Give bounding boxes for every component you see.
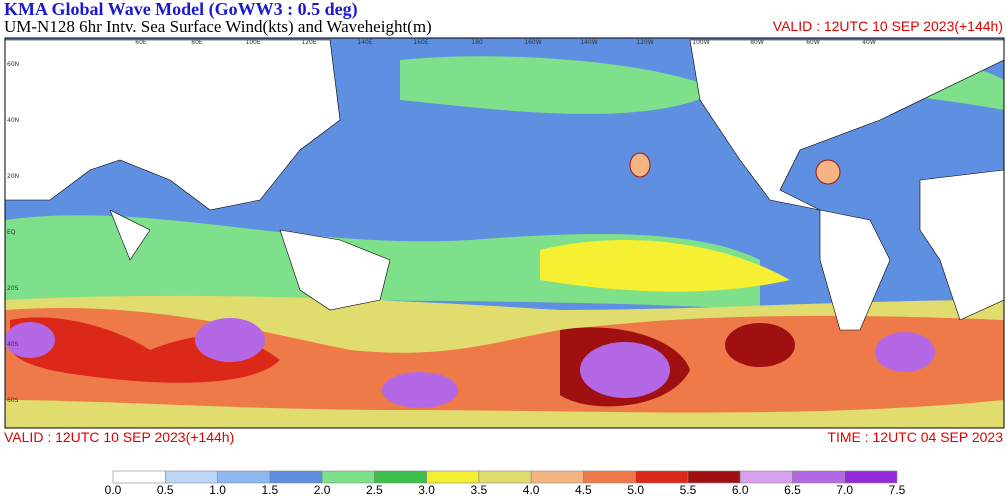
colorbar-label: 6.0	[732, 483, 749, 496]
lat-label: 40N	[7, 117, 19, 124]
colorbar-label: 0.5	[157, 483, 174, 496]
lat-label: 20N	[7, 173, 19, 180]
colorbar-label: 1.0	[209, 483, 226, 496]
colorbar-box	[112, 470, 166, 484]
colorbar-box	[792, 470, 846, 484]
colorbar-label: 0.0	[105, 483, 122, 496]
lat-label: 20S	[7, 285, 19, 292]
lon-label: 100E	[245, 39, 260, 46]
colorbar-label: 1.5	[261, 483, 278, 496]
colorbar-box	[321, 470, 375, 484]
lat-label: EQ	[7, 229, 16, 236]
colorbar-box	[269, 470, 323, 484]
lon-label: 160W	[524, 39, 541, 46]
colorbar-box	[583, 470, 636, 484]
colorbar-label: 7.5	[889, 483, 906, 496]
colorbar-box	[374, 470, 427, 484]
colorbar-label: 2.5	[366, 483, 383, 496]
lat-label: 40S	[7, 341, 19, 348]
colorbar-box	[530, 470, 584, 484]
lon-label: 160E	[413, 39, 428, 46]
colorbar-box	[687, 470, 741, 484]
time-label: TIME : 12UTC 04 SEP 2023	[827, 429, 1003, 445]
lon-label: 100W	[692, 39, 709, 46]
colorbar-box	[426, 470, 480, 484]
colorbar-box	[164, 470, 218, 484]
colorbar-label: 7.0	[836, 483, 853, 496]
lat-label: 60S	[7, 397, 19, 404]
colorbar-box	[635, 470, 689, 484]
lon-label: 120W	[636, 39, 653, 46]
colorbar-box	[844, 470, 898, 484]
lon-label: 140E	[357, 39, 372, 46]
colorbar-label: 3.5	[471, 483, 488, 496]
lon-label: 40W	[862, 39, 876, 46]
lon-label: 60W	[806, 39, 820, 46]
map	[5, 38, 1004, 428]
lon-label: 140W	[580, 39, 597, 46]
colorbar-box	[478, 470, 532, 484]
colorbar-label: 5.5	[680, 483, 697, 496]
lon-label: 80E	[191, 39, 203, 46]
title: KMA Global Wave Model (GoWW3 : 0.5 deg)	[4, 0, 358, 20]
colorbar-box	[739, 470, 793, 484]
lon-label: 120E	[301, 39, 316, 46]
lon-label: 180	[471, 39, 483, 46]
lon-label: 80W	[750, 39, 764, 46]
valid-top: VALID : 12UTC 10 SEP 2023(+144h)	[773, 18, 1003, 34]
lon-label: 60E	[135, 39, 147, 46]
colorbar-label: 4.0	[523, 483, 540, 496]
colorbar-label: 5.0	[627, 483, 644, 496]
colorbar-box	[217, 470, 271, 484]
colorbar-label: 3.0	[418, 483, 435, 496]
subtitle: UM-N128 6hr Intv. Sea Surface Wind(kts) …	[4, 17, 432, 36]
map-frame	[4, 37, 1005, 429]
colorbar-label: 4.5	[575, 483, 592, 496]
lat-label: 60N	[7, 61, 19, 68]
colorbar-label: 6.5	[784, 483, 801, 496]
colorbar-label: 2.0	[314, 483, 331, 496]
valid-bottom: VALID : 12UTC 10 SEP 2023(+144h)	[4, 429, 234, 445]
